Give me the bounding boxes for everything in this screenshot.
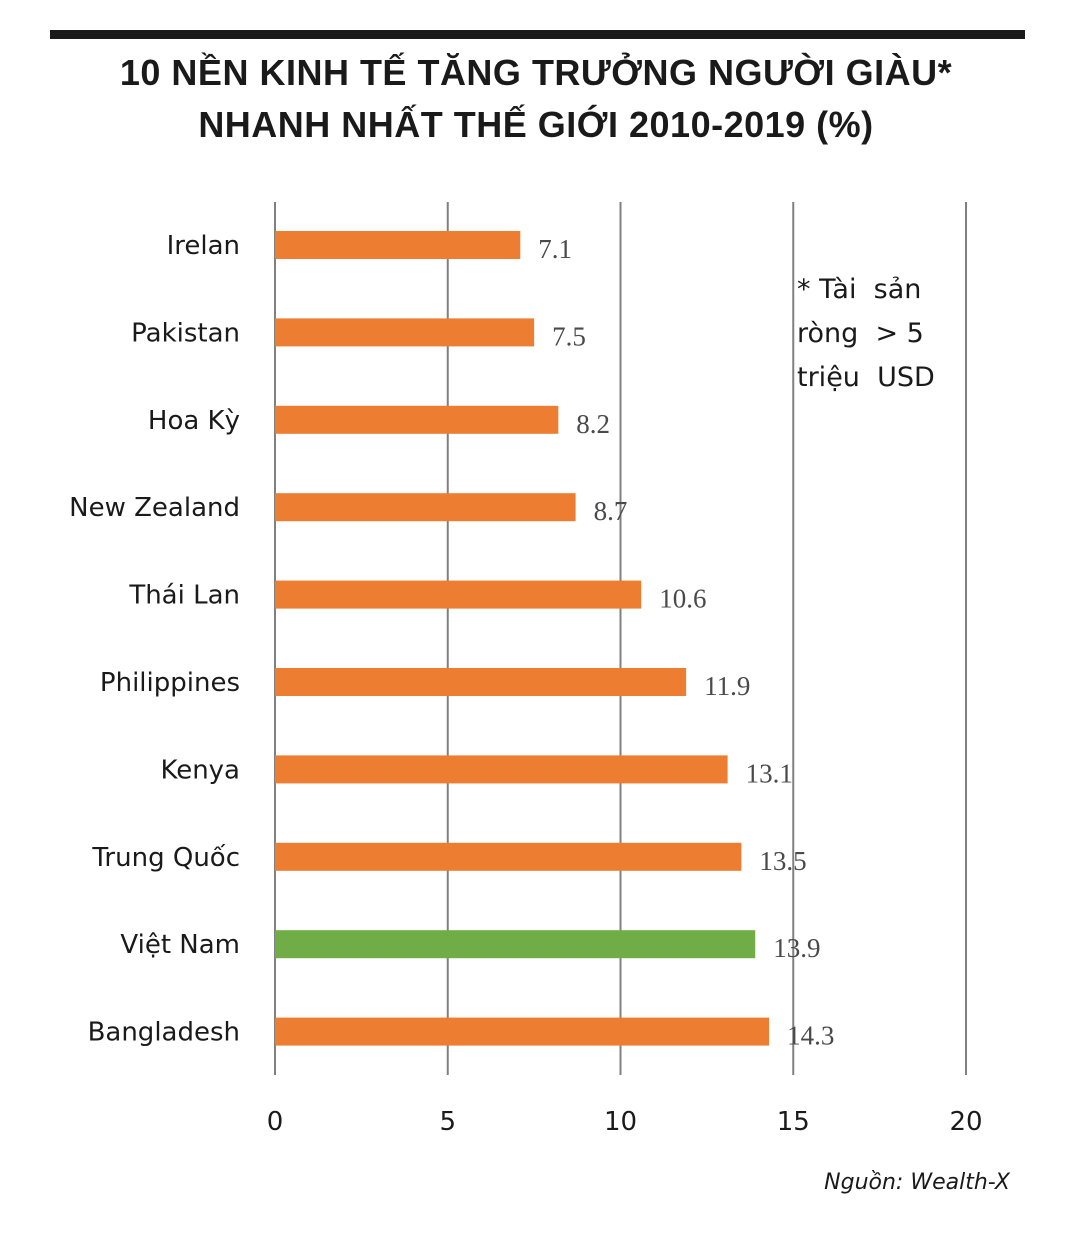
category-label: Pakistan [131,318,240,348]
bar [275,405,559,434]
bar [275,755,728,784]
bar-highlight [275,930,756,959]
category-label: New Zealand [69,493,240,523]
chart-title-line-2: NHANH NHẤT THẾ GIỚI 2010-2019 (%) [198,104,874,145]
category-label: Thái Lan [128,581,240,611]
bar [275,493,576,522]
x-tick-label: 0 [267,1107,284,1137]
category-label: Irelan [167,231,240,261]
top-rule [50,30,1025,39]
value-label: 14.3 [787,1021,834,1051]
category-label: Bangladesh [88,1018,240,1048]
bars [275,231,770,1046]
x-tick-labels: 0 5 10 15 20 [267,1107,983,1137]
gridlines [274,202,967,1075]
footnote-line: ròng > 5 [797,318,924,349]
footnote-line: triệu USD [797,362,935,393]
x-tick-label: 5 [439,1107,456,1137]
value-label: 11.9 [704,671,750,701]
source-credit: Nguồn: Wealth-X [824,1170,1010,1195]
x-tick-label: 20 [949,1107,982,1137]
category-label: Hoa Kỳ [148,406,240,436]
value-label: 10.6 [659,584,706,614]
value-labels: 7.1 7.5 8.2 8.7 10.6 11.9 13.1 13.5 13.9 14.3 [538,234,834,1051]
value-label: 13.5 [759,846,806,876]
bar [275,231,521,259]
x-tick-label: 15 [777,1107,810,1137]
category-label: Kenya [160,755,240,785]
value-label: 13.9 [773,933,820,963]
bar [275,668,687,696]
x-tick-label: 10 [604,1107,637,1137]
value-label: 13.1 [746,758,793,788]
chart-title-line-1: 10 NỀN KINH TẾ TĂNG TRƯỞNG NGƯỜI GIÀU* [119,52,953,93]
footnote-line: * Tài sản [797,274,922,305]
bar [275,318,535,347]
bar [275,1017,770,1046]
category-label: Việt Nam [120,930,240,960]
bar [275,580,642,609]
category-label: Trung Quốc [91,843,240,873]
category-label: Philippines [100,668,240,698]
bar [275,842,742,871]
value-label: 7.5 [552,321,586,351]
value-label: 8.2 [576,409,610,439]
category-labels: Irelan Pakistan Hoa Kỳ New Zealand Thái Lan P… [69,231,240,1048]
value-label: 7.1 [538,234,572,264]
value-label: 8.7 [594,496,628,526]
footnote-annotation: * Tài sản ròng > 5 triệu USD [797,268,967,400]
